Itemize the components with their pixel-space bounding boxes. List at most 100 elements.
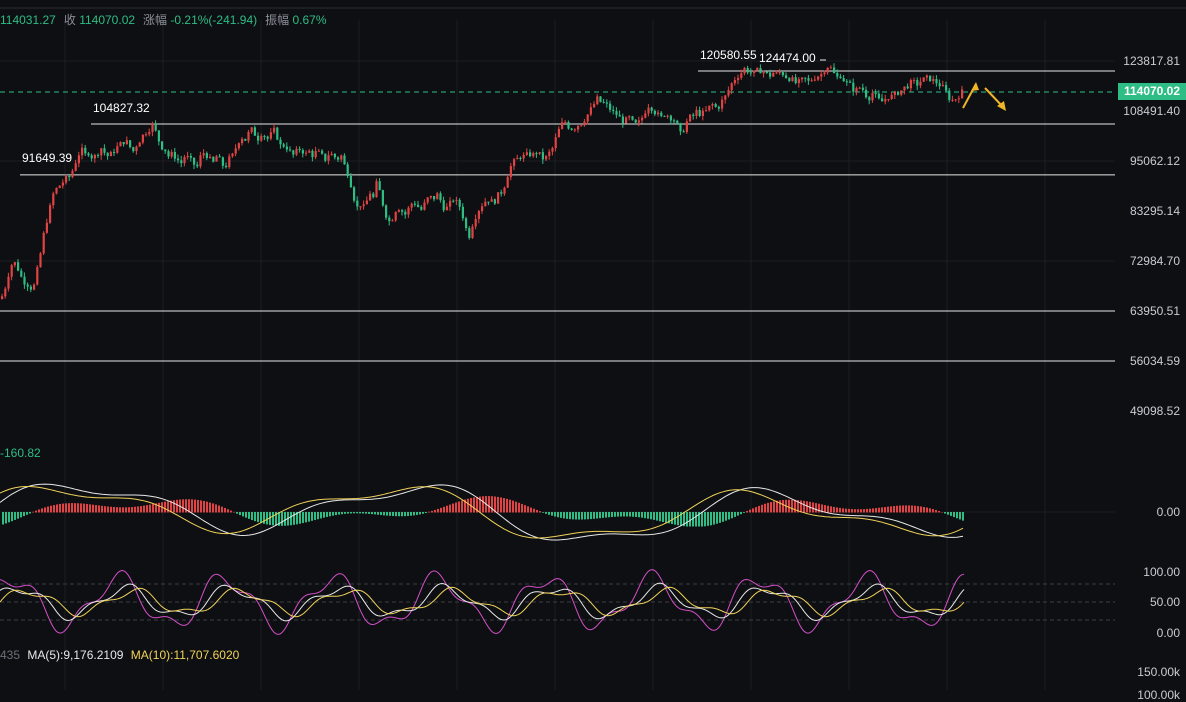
macd-histogram-bar: [146, 505, 148, 513]
macd-histogram-bar: [881, 507, 883, 513]
candle-body: [228, 156, 231, 168]
macd-histogram-bar: [752, 508, 754, 513]
macd-histogram-bar: [155, 503, 157, 513]
macd-histogram-bar: [275, 512, 277, 526]
kdj-k-line: [0, 582, 965, 622]
macd-histogram-bar: [443, 506, 445, 513]
candle-body: [231, 153, 234, 157]
macd-histogram-bar: [587, 512, 589, 520]
macd-histogram-bar: [128, 507, 130, 513]
candle-body: [906, 86, 909, 89]
candle-body: [154, 123, 157, 131]
macd-histogram-bar: [107, 506, 109, 513]
level-label-91649: 91649.39: [22, 151, 73, 165]
candle-body: [212, 156, 215, 162]
candle-body: [858, 87, 861, 89]
candle-body: [577, 125, 580, 130]
candle-body: [225, 165, 228, 168]
macd-histogram-bar: [830, 506, 832, 513]
candle-body: [602, 101, 605, 103]
macd-histogram-bar: [164, 501, 166, 513]
macd-histogram-bar: [350, 512, 352, 514]
macd-histogram-bar: [383, 512, 385, 516]
candle-body: [292, 150, 295, 155]
macd-histogram-bar: [653, 512, 655, 520]
macd-histogram-bar: [140, 506, 142, 513]
candle-body: [954, 99, 957, 101]
macd-histogram-bar: [884, 507, 886, 513]
macd-histogram-bar: [854, 509, 856, 513]
macd-histogram-bar: [260, 512, 262, 524]
candle-body: [349, 175, 352, 188]
macd-histogram-bar: [632, 512, 634, 517]
macd-value: -160.82: [0, 446, 41, 460]
candle-body: [845, 81, 848, 83]
macd-histogram-bar: [104, 506, 106, 513]
macd-histogram-bar: [206, 501, 208, 513]
macd-histogram-bar: [404, 512, 406, 517]
candle-body: [394, 211, 397, 221]
candle-body: [42, 232, 45, 254]
candle-body: [471, 226, 474, 238]
macd-histogram-bar: [359, 512, 361, 514]
candle-body: [93, 154, 96, 159]
macd-histogram-bar: [764, 503, 766, 513]
candle-body: [871, 93, 874, 101]
candle-body: [253, 127, 256, 136]
candle-body: [829, 67, 832, 69]
candle-body: [129, 140, 132, 148]
macd-histogram-bar: [20, 512, 22, 518]
macd-histogram-bar: [614, 512, 616, 517]
macd-histogram-bar: [692, 512, 694, 527]
candle-body: [285, 146, 288, 150]
kdj-tick-0: 0.00: [1156, 626, 1180, 640]
macd-histogram-bar: [74, 503, 76, 513]
macd-histogram-bar: [833, 506, 835, 513]
candle-body: [804, 77, 807, 79]
candle-body: [820, 74, 823, 77]
macd-histogram-bar: [665, 512, 667, 523]
macd-histogram-bar: [242, 512, 244, 517]
macd-histogram-bar: [956, 512, 958, 519]
candle-body: [36, 267, 39, 285]
candle-body: [593, 104, 596, 108]
candle-body: [205, 153, 208, 158]
macd-histogram-bar: [116, 507, 118, 513]
macd-histogram-bar: [656, 512, 658, 521]
macd-histogram-bar: [515, 501, 517, 513]
candle-body: [557, 128, 560, 138]
macd-histogram-bar: [749, 509, 751, 513]
macd-histogram-bar: [737, 512, 739, 516]
candle-body: [525, 152, 528, 155]
candle-body: [535, 153, 538, 155]
candle-body: [785, 75, 788, 79]
macd-histogram-bar: [77, 503, 79, 513]
candle-body: [666, 115, 669, 117]
candle-body: [823, 72, 826, 75]
macd-histogram-bar: [308, 512, 310, 522]
macd-histogram-bar: [776, 500, 778, 513]
candle-body: [359, 206, 362, 208]
macd-histogram-bar: [290, 512, 292, 526]
macd-histogram-bar: [167, 501, 169, 513]
macd-histogram-bar: [782, 499, 784, 513]
macd-histogram-bar: [794, 499, 796, 513]
macd-histogram-bar: [482, 496, 484, 513]
candle-body: [407, 207, 410, 215]
candle-body: [484, 201, 487, 207]
macd-histogram-bar: [713, 512, 715, 525]
candle-body: [455, 199, 458, 201]
candle-body: [276, 127, 279, 140]
candle-body: [839, 76, 842, 79]
macd-histogram-bar: [440, 507, 442, 513]
macd-histogram-bar: [89, 504, 91, 513]
candle-body: [721, 99, 724, 109]
candle-body: [461, 206, 464, 219]
level-label-104827: 104827.32: [93, 101, 150, 115]
candle-body: [625, 117, 628, 124]
candle-body: [817, 76, 820, 80]
candle-body: [637, 120, 640, 123]
macd-histogram-bar: [92, 504, 94, 513]
candle-body: [698, 109, 701, 116]
candle-body: [781, 72, 784, 76]
